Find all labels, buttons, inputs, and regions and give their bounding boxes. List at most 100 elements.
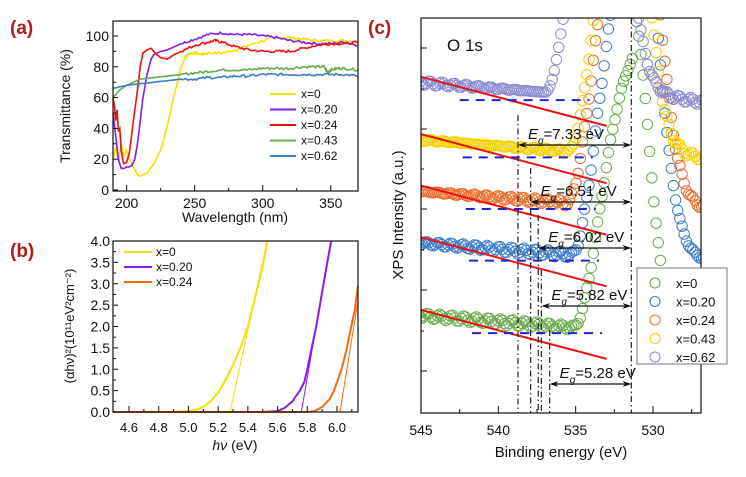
panel-c-point-x=0.62 bbox=[667, 93, 680, 106]
panel-c-eg-label: Eg=6.51 eV bbox=[541, 183, 617, 204]
panel-c-point-x=0.62 bbox=[680, 95, 693, 108]
panel-c-point-x=0.24 bbox=[665, 111, 677, 124]
panel-c-point-x=0 bbox=[635, 48, 647, 61]
panel-c-point-x=0.43 bbox=[585, 34, 597, 47]
panel-c-point-x=0.20 bbox=[514, 246, 526, 259]
panel-a-ylabel: Transmittance (%) bbox=[57, 49, 73, 163]
panel-c-xtick-label: 540 bbox=[487, 422, 511, 438]
panel-c-eg-value: =5.28 eV bbox=[575, 365, 635, 382]
panel-b-ytick-label: 0.5 bbox=[91, 383, 111, 399]
panel-c-point-x=0.24 bbox=[581, 107, 593, 120]
panel-b-ylabel: (αhν)²(10¹¹eV²cm⁻²) bbox=[62, 269, 77, 384]
panel-c-point-x=0.20 bbox=[698, 253, 701, 264]
panel-c-eg-arrow-head-left bbox=[538, 245, 548, 251]
panel-a-legend: x=0 x=0.20x=0.24 x=0.43x=0.62 bbox=[270, 87, 338, 163]
panel-c-legend: x=0 x=0.20 x=0.24 x=0.43 x=0.62 bbox=[636, 267, 728, 365]
panel-c-point-x=0.43 bbox=[581, 68, 593, 81]
panel-b-xtick-label: 5.0 bbox=[179, 420, 197, 435]
panel-c-xtick-label: 545 bbox=[409, 422, 433, 438]
panel-c-legend-marker bbox=[649, 277, 661, 289]
panel-label-a: (a) bbox=[10, 18, 33, 39]
panel-c-point-x=0 bbox=[585, 261, 597, 274]
panel-a-legend-label: x=0.43 bbox=[301, 134, 338, 148]
panel-c-eg-arrow-head-left bbox=[517, 142, 527, 148]
panel-c-point-x=0.20 bbox=[516, 243, 528, 256]
panel-c-point-x=0.43 bbox=[693, 153, 701, 166]
panel-c-point-x=0 bbox=[581, 282, 593, 294]
panel-c-point-x=0 bbox=[522, 319, 534, 331]
panel-c-eg-label: Eg=5.28 eV bbox=[560, 365, 636, 386]
panel-c-point-x=0.24 bbox=[578, 121, 591, 133]
panel-a-legend-label: x=0 bbox=[301, 87, 321, 101]
panel-c-legend-marker bbox=[649, 332, 661, 345]
panel-c-point-x=0 bbox=[617, 75, 630, 87]
panel-c-point-x=0.24 bbox=[659, 55, 671, 67]
panel-a-legend-label: x=0.62 bbox=[301, 149, 338, 163]
panel-c-point-x=0.20 bbox=[600, 40, 612, 53]
panel-c-point-x=0 bbox=[637, 69, 649, 81]
panel-a-ytick-label: 100 bbox=[86, 28, 110, 44]
panel-c-point-x=0.20 bbox=[477, 244, 489, 256]
panel-c-point-x=0.43 bbox=[421, 133, 424, 144]
panel-c-point-x=0 bbox=[583, 272, 595, 285]
panel-c-eg-symbol: E bbox=[528, 126, 539, 143]
panel-c-point-x=0 bbox=[587, 247, 599, 260]
panel-b-xtick-label: 5.4 bbox=[239, 420, 257, 435]
panel-a-ytick-label: 0 bbox=[101, 182, 109, 198]
panel-c-point-x=0.24 bbox=[563, 193, 576, 205]
panel-c-legend-label: x=0.62 bbox=[676, 350, 715, 365]
panel-c-point-x=0.20 bbox=[585, 164, 597, 176]
panel-a-xlabel: Wavelength (nm) bbox=[182, 209, 288, 225]
panel-c-eg-arrow-head-right bbox=[622, 245, 632, 251]
panel-c-xtick-label: 530 bbox=[641, 422, 665, 438]
panel-c-point-x=0.24 bbox=[676, 168, 688, 180]
panel-c-point-x=0.20 bbox=[605, 18, 616, 21]
panel-c-point-x=0.24 bbox=[568, 183, 580, 195]
panel-c-point-x=0 bbox=[615, 82, 628, 95]
panel-b-xlabel: hν (eV) bbox=[212, 437, 257, 453]
panel-c-point-x=0.62 bbox=[682, 93, 695, 105]
panel-c-point-x=0.20 bbox=[695, 252, 701, 265]
panel-c-legend-marker bbox=[649, 351, 661, 363]
panel-c-point-x=0.20 bbox=[574, 230, 586, 242]
panel-c-point-x=0.24 bbox=[490, 191, 502, 203]
panel-c-point-x=0.62 bbox=[544, 80, 556, 92]
panel-c-eg-subscript: g bbox=[570, 375, 576, 386]
panel-c-point-x=0 bbox=[529, 317, 541, 329]
panel-c-core-level-title: O 1s bbox=[447, 36, 483, 55]
panel-c-point-x=0.43 bbox=[648, 29, 660, 41]
panel-c-point-x=0.62 bbox=[553, 41, 565, 53]
panel-a-legend-label: x=0.20 bbox=[301, 103, 338, 117]
panel-c-legend-marker bbox=[649, 295, 661, 308]
panel-a-ytick-label: 60 bbox=[93, 90, 109, 106]
panel-c-point-x=0.62 bbox=[643, 65, 656, 78]
panel-c-point-x=0 bbox=[639, 92, 651, 105]
panel-c-point-x=0.43 bbox=[650, 47, 662, 59]
panel-c-point-x=0.62 bbox=[548, 64, 560, 77]
panel-b-ytick-label: 2.0 bbox=[91, 319, 111, 335]
panel-c-point-x=0.62 bbox=[695, 94, 701, 106]
panel-b-fit-line-x=0 bbox=[229, 240, 268, 413]
panel-c-point-x=0.20 bbox=[669, 194, 682, 206]
panel-c-point-x=0 bbox=[632, 18, 637, 19]
panel-c-point-x=0.20 bbox=[685, 242, 697, 254]
panel-c-point-x=0.20 bbox=[665, 162, 677, 175]
panel-a-line-x=0.24 bbox=[112, 38, 359, 166]
panel-c-point-x=0.43 bbox=[695, 151, 701, 163]
panel-c-point-x=0.43 bbox=[665, 127, 677, 140]
panel-c-eg-arrow-head-right bbox=[622, 303, 632, 309]
panel-b-xtick-label: 5.6 bbox=[269, 420, 287, 435]
panel-c-point-x=0.20 bbox=[598, 60, 610, 72]
panel-a-transmittance: 200 250 300 350 0 20 40 60 80 100 Wavelength (nm)… bbox=[57, 20, 359, 225]
panel-c-point-x=0.20 bbox=[594, 92, 606, 104]
panel-b-ytick-label: 4.0 bbox=[91, 233, 111, 249]
panel-c-eg-arrow-head-left bbox=[549, 381, 559, 387]
panel-c-point-x=0.62 bbox=[555, 28, 567, 40]
panel-c-point-x=0.20 bbox=[682, 240, 695, 252]
panel-b-ytick-label: 1.5 bbox=[91, 340, 111, 356]
panel-b-xtick-label: 5.8 bbox=[298, 420, 316, 435]
panel-c-point-x=0 bbox=[559, 322, 571, 334]
